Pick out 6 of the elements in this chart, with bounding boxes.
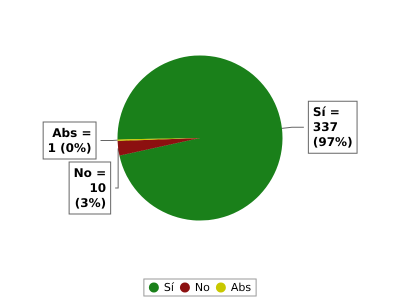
data-label: Sí = 337 (97%) [312,105,353,150]
legend-label: No [194,281,210,294]
data-label: No = 10 (3%) [74,166,106,210]
legend-label: Abs [230,281,252,294]
legend-label: Sí [164,281,175,294]
data-label: Abs = 1 (0%) [48,126,92,155]
